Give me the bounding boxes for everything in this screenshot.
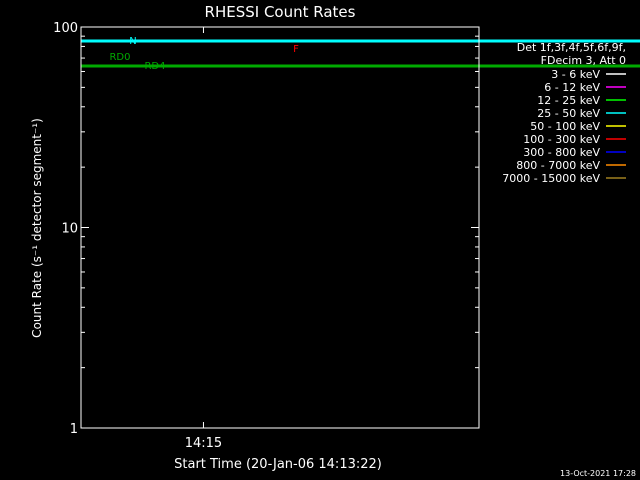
y-tick-label: 10 — [61, 222, 78, 237]
legend-entry-label: 800 - 7000 keV — [516, 159, 600, 172]
x-axis-label: Start Time (20-Jan-06 14:13:22) — [174, 457, 382, 472]
legend-header-line: FDecim 3, Att 0 — [541, 54, 626, 67]
x-axis: 14:1514:3014:4515:0015:1515:3015:45 — [185, 27, 222, 451]
plot-frame — [80, 26, 480, 429]
legend-entry-label: 3 - 6 keV — [551, 68, 600, 81]
legend-entry-label: 100 - 300 keV — [523, 133, 600, 146]
y-axis: 1 10 100 — [53, 21, 479, 437]
y-tick-label: 1 — [70, 422, 78, 437]
annotation-label-f: F — [293, 44, 299, 55]
plot-area: N F RD0 RD4 — [81, 36, 640, 72]
annotation-label-n: N — [129, 36, 136, 47]
legend-header-line: Det 1f,3f,4f,5f,6f,9f, — [517, 41, 626, 54]
chart-title: RHESSI Count Rates — [205, 3, 356, 21]
legend-entry-label: 6 - 12 keV — [544, 81, 600, 94]
y-tick-label: 100 — [53, 21, 78, 36]
y-axis-label: Count Rate (s⁻¹ detector segment⁻¹) — [30, 118, 44, 338]
legend-entry-label: 50 - 100 keV — [530, 120, 600, 133]
annotation-label-rd4: RD4 — [144, 61, 165, 72]
legend-entry-label: 25 - 50 keV — [537, 107, 600, 120]
legend-entry-label: 12 - 25 keV — [537, 94, 600, 107]
legend-entry-label: 7000 - 15000 keV — [502, 172, 600, 185]
legend: Det 1f,3f,4f,5f,6f,9f,FDecim 3, Att 03 -… — [502, 41, 626, 185]
annotation-label-rd0: RD0 — [109, 52, 130, 63]
timestamp: 13-Oct-2021 17:28 — [560, 469, 636, 478]
legend-entry-label: 300 - 800 keV — [523, 146, 600, 159]
x-tick-label: 14:15 — [185, 436, 222, 451]
